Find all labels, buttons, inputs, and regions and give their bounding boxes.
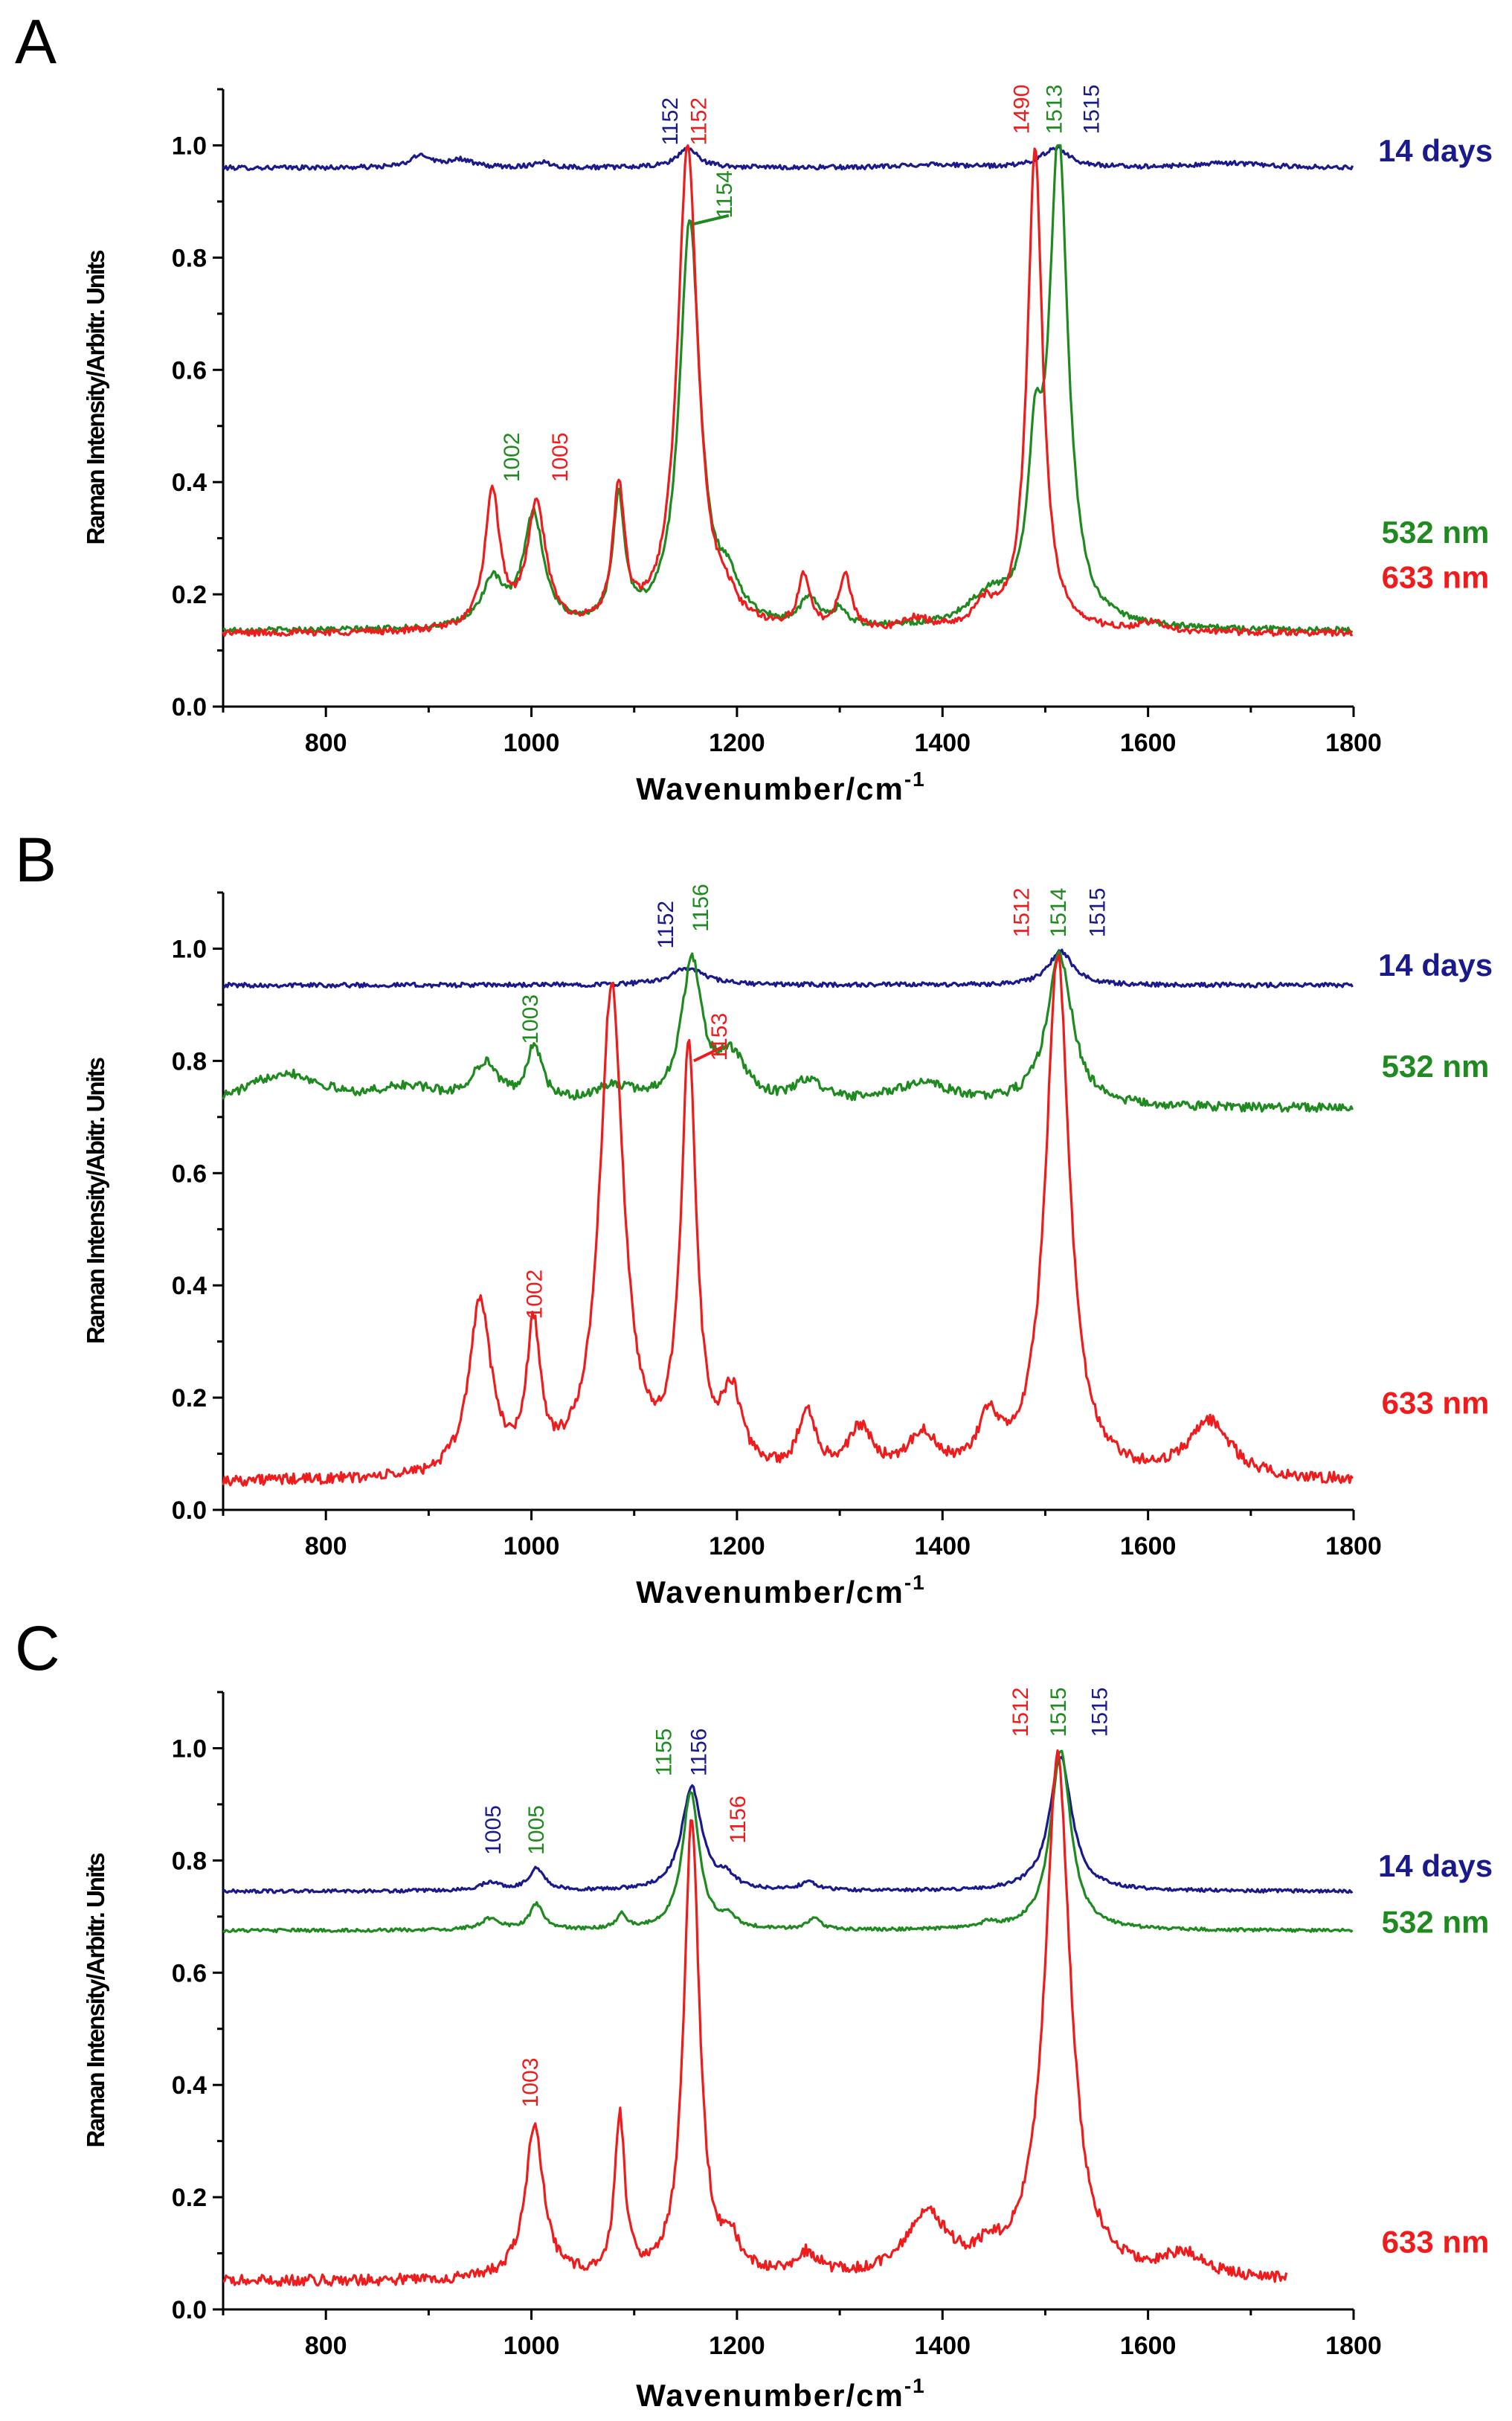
- peak-annotation: 1156: [686, 1729, 711, 1777]
- peak-annotation: 1490: [1009, 85, 1034, 135]
- peak-annotation: 1156: [726, 1795, 750, 1844]
- panel-letter: A: [15, 7, 57, 77]
- x-axis-title-superscript: -1: [904, 768, 926, 791]
- y-tick-label: 1.0: [172, 132, 207, 160]
- annotation-pointer: [693, 213, 730, 226]
- peak-annotation: 1156: [689, 884, 713, 932]
- panel-c: C 800 1000 1200 1400 1600 1800 0.0 0.2 0.4 0.6 0.8 1…: [15, 1613, 1493, 2413]
- peak-annotation: 1513: [1043, 85, 1067, 135]
- y-tick-label: 0.2: [172, 2184, 207, 2212]
- annotation-pointer: [692, 1045, 724, 1063]
- peak-annotation: 1152: [686, 97, 711, 146]
- series-line-14-days: [222, 948, 1354, 988]
- x-axis-title-main: Wavenumber/cm: [636, 1575, 904, 1610]
- x-axis-title-main: Wavenumber/cm: [636, 2378, 904, 2413]
- x-tick-label: 1800: [1325, 729, 1382, 757]
- panel-letter: C: [15, 1613, 60, 1683]
- peak-annotation: 1512: [1008, 1688, 1033, 1737]
- peak-annotation: 1154: [712, 170, 737, 219]
- x-axis-title: Wavenumber/cm-1: [636, 2374, 925, 2413]
- y-tick-label: 0.0: [172, 2296, 207, 2324]
- x-tick-label: 1200: [709, 2332, 765, 2360]
- x-axis-title-main: Wavenumber/cm: [636, 771, 904, 806]
- y-tick-label: 0.0: [172, 1496, 207, 1525]
- peak-annotation: 1515: [1086, 888, 1110, 938]
- y-tick-label: 0.2: [172, 1384, 207, 1412]
- y-tick-label: 0.8: [172, 1047, 207, 1076]
- peak-annotation: 1003: [518, 994, 543, 1044]
- legend-label: 633 nm: [1382, 559, 1490, 594]
- y-tick-label: 1.0: [172, 935, 207, 963]
- x-axis-title: Wavenumber/cm-1: [636, 1571, 925, 1610]
- x-tick-label: 1200: [709, 729, 765, 757]
- y-axis-title: Raman Intensity/Arbitr. Units: [82, 1853, 109, 2148]
- series-line-532-nm: [222, 950, 1354, 1113]
- series-line-532-nm: [222, 1749, 1354, 1934]
- y-tick-label: 0.8: [172, 244, 207, 272]
- x-tick-label: 1600: [1120, 2332, 1177, 2360]
- x-tick-label: 800: [305, 1532, 347, 1560]
- y-tick-label: 0.4: [172, 2071, 207, 2100]
- series-line-633-nm: [222, 954, 1354, 1487]
- series-line-633-nm: [222, 1749, 1288, 2287]
- series-line-532-nm: [222, 144, 1354, 634]
- peak-annotation: 1515: [1079, 85, 1104, 135]
- x-tick-label: 800: [305, 2332, 347, 2360]
- y-tick-label: 0.6: [172, 1959, 207, 1987]
- x-tick-label: 1000: [504, 1532, 560, 1560]
- peak-annotation: 1005: [548, 432, 573, 482]
- legend-label: 14 days: [1378, 948, 1493, 983]
- peak-annotation: 1003: [518, 2058, 543, 2108]
- x-tick-label: 1000: [504, 2332, 560, 2360]
- series-line-14-days: [222, 144, 1354, 171]
- legend-label: 532 nm: [1382, 1049, 1490, 1084]
- peak-annotation: 1515: [1087, 1688, 1112, 1737]
- x-tick-label: 1800: [1325, 1532, 1382, 1560]
- x-axis-title-superscript: -1: [904, 1571, 926, 1594]
- peak-annotation: 1002: [522, 1270, 547, 1319]
- legend-label: 633 nm: [1382, 1386, 1490, 1421]
- legend-label: 532 nm: [1382, 515, 1490, 550]
- y-tick-label: 0.6: [172, 1160, 207, 1188]
- peak-annotation: 1515: [1046, 1688, 1071, 1737]
- panel-b: B 800 1000 1200 1400 1600 1800 0.0 0.2 0.4 0.6 0.8 1…: [15, 825, 1493, 1610]
- legend-label: 14 days: [1378, 1848, 1493, 1883]
- peak-annotation: 1512: [1009, 888, 1034, 938]
- panel-letter: B: [15, 825, 57, 895]
- y-tick-label: 0.8: [172, 1847, 207, 1875]
- x-axis-title: Wavenumber/cm-1: [636, 768, 925, 806]
- x-tick-label: 1000: [504, 729, 560, 757]
- legend-label: 633 nm: [1382, 2224, 1490, 2259]
- y-axis-title: Raman Intensity/Arbitr. Units: [82, 251, 109, 545]
- peak-annotation: 1002: [500, 432, 524, 482]
- x-tick-label: 1600: [1120, 1532, 1177, 1560]
- y-tick-label: 0.0: [172, 693, 207, 721]
- y-tick-label: 0.4: [172, 469, 207, 497]
- peak-annotation: 1155: [652, 1729, 676, 1777]
- panel-a: A 800 1000 1200 1400 1600 1800 0.0 0.2 0.4 0.6 0.8 1…: [15, 7, 1493, 806]
- legend-label: 14 days: [1378, 133, 1493, 168]
- x-tick-label: 1400: [914, 2332, 971, 2360]
- x-tick-label: 1400: [914, 729, 971, 757]
- y-tick-label: 0.2: [172, 581, 207, 609]
- y-tick-label: 0.6: [172, 356, 207, 385]
- peak-annotation: 1005: [524, 1805, 549, 1855]
- x-tick-label: 1200: [709, 1532, 765, 1560]
- peak-annotation: 1152: [658, 97, 683, 146]
- x-axis-title-superscript: -1: [904, 2374, 926, 2397]
- y-tick-label: 0.4: [172, 1272, 207, 1300]
- x-tick-label: 800: [305, 729, 347, 757]
- series-line-633-nm: [222, 144, 1354, 637]
- legend-label: 532 nm: [1382, 1904, 1490, 1939]
- x-tick-label: 1800: [1325, 2332, 1382, 2360]
- y-axis-title: Raman Intensity/Abitr. Units: [82, 1058, 109, 1344]
- peak-annotation: 1005: [481, 1805, 506, 1855]
- series-line-14-days: [222, 1755, 1354, 1894]
- peak-annotation: 1514: [1046, 888, 1071, 938]
- y-tick-label: 1.0: [172, 1734, 207, 1763]
- peak-annotation: 1152: [654, 901, 678, 949]
- x-tick-label: 1400: [914, 1532, 971, 1560]
- x-tick-label: 1600: [1120, 729, 1177, 757]
